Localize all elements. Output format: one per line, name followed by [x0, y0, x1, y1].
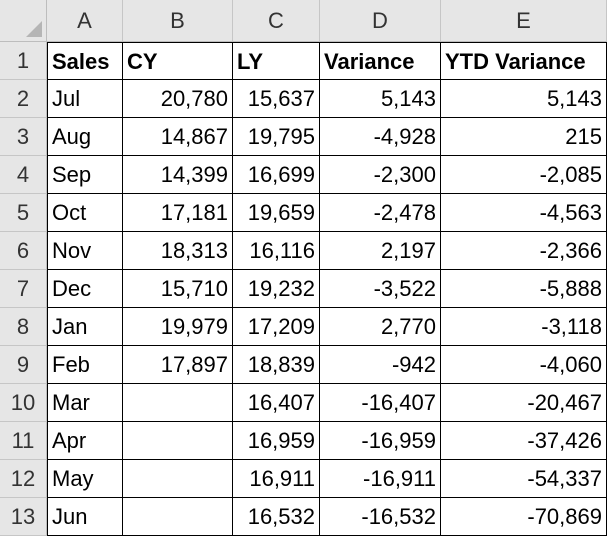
cell-cy[interactable]: 20,780: [123, 80, 233, 118]
cell-month[interactable]: Dec: [47, 270, 123, 308]
header-cell-sales[interactable]: Sales: [47, 42, 123, 80]
cell-variance[interactable]: -2,300: [320, 156, 441, 194]
row-header[interactable]: 10: [0, 384, 47, 422]
cell-month[interactable]: Jul: [47, 80, 123, 118]
cell-month[interactable]: Jun: [47, 498, 123, 536]
cell-variance[interactable]: 2,770: [320, 308, 441, 346]
row-header[interactable]: 13: [0, 498, 47, 536]
row-header[interactable]: 4: [0, 156, 47, 194]
cell-ytd-variance[interactable]: -3,118: [441, 308, 607, 346]
cell-ly[interactable]: 15,637: [233, 80, 320, 118]
row-header[interactable]: 7: [0, 270, 47, 308]
cell-ytd-variance[interactable]: 215: [441, 118, 607, 156]
select-all-button[interactable]: [0, 0, 47, 42]
cell-ly[interactable]: 16,532: [233, 498, 320, 536]
cell-ytd-variance[interactable]: 5,143: [441, 80, 607, 118]
row-header[interactable]: 12: [0, 460, 47, 498]
cell-ly[interactable]: 18,839: [233, 346, 320, 384]
header-cell-ly[interactable]: LY: [233, 42, 320, 80]
row-header[interactable]: 1: [0, 42, 47, 80]
cell-ytd-variance[interactable]: -54,337: [441, 460, 607, 498]
column-header-e[interactable]: E: [441, 0, 607, 42]
cell-ly[interactable]: 19,659: [233, 194, 320, 232]
row-header[interactable]: 5: [0, 194, 47, 232]
cell-cy[interactable]: [123, 498, 233, 536]
cell-cy[interactable]: 15,710: [123, 270, 233, 308]
cell-month[interactable]: Apr: [47, 422, 123, 460]
cell-ytd-variance[interactable]: -20,467: [441, 384, 607, 422]
cell-month[interactable]: Feb: [47, 346, 123, 384]
cell-ly[interactable]: 16,116: [233, 232, 320, 270]
cell-variance[interactable]: 2,197: [320, 232, 441, 270]
cell-variance[interactable]: -4,928: [320, 118, 441, 156]
cell-ytd-variance[interactable]: -5,888: [441, 270, 607, 308]
header-cell-variance[interactable]: Variance: [320, 42, 441, 80]
cell-ly[interactable]: 19,795: [233, 118, 320, 156]
cell-cy[interactable]: 17,181: [123, 194, 233, 232]
cell-variance[interactable]: 5,143: [320, 80, 441, 118]
row-header[interactable]: 8: [0, 308, 47, 346]
row-header[interactable]: 3: [0, 118, 47, 156]
cell-variance[interactable]: -2,478: [320, 194, 441, 232]
cell-variance[interactable]: -942: [320, 346, 441, 384]
cell-variance[interactable]: -16,407: [320, 384, 441, 422]
cell-ytd-variance[interactable]: -70,869: [441, 498, 607, 536]
cell-cy[interactable]: [123, 422, 233, 460]
cell-month[interactable]: Jan: [47, 308, 123, 346]
column-header-d[interactable]: D: [320, 0, 441, 42]
select-all-triangle-icon: [26, 21, 42, 37]
cell-variance[interactable]: -16,911: [320, 460, 441, 498]
cell-cy[interactable]: [123, 460, 233, 498]
cell-ytd-variance[interactable]: -2,366: [441, 232, 607, 270]
cell-ytd-variance[interactable]: -4,563: [441, 194, 607, 232]
cell-cy[interactable]: 19,979: [123, 308, 233, 346]
header-cell-cy[interactable]: CY: [123, 42, 233, 80]
cell-variance[interactable]: -16,532: [320, 498, 441, 536]
cell-month[interactable]: Mar: [47, 384, 123, 422]
cell-ytd-variance[interactable]: -4,060: [441, 346, 607, 384]
column-header-a[interactable]: A: [47, 0, 123, 42]
cell-cy[interactable]: 17,897: [123, 346, 233, 384]
column-header-c[interactable]: C: [233, 0, 320, 42]
cell-ly[interactable]: 16,699: [233, 156, 320, 194]
cell-cy[interactable]: 18,313: [123, 232, 233, 270]
header-cell-ytd-variance[interactable]: YTD Variance: [441, 42, 607, 80]
cell-variance[interactable]: -16,959: [320, 422, 441, 460]
cell-cy[interactable]: 14,399: [123, 156, 233, 194]
row-header[interactable]: 6: [0, 232, 47, 270]
cell-variance[interactable]: -3,522: [320, 270, 441, 308]
row-header[interactable]: 2: [0, 80, 47, 118]
cell-ly[interactable]: 19,232: [233, 270, 320, 308]
column-header-b[interactable]: B: [123, 0, 233, 42]
cell-ly[interactable]: 16,407: [233, 384, 320, 422]
cell-ytd-variance[interactable]: -37,426: [441, 422, 607, 460]
cell-ly[interactable]: 16,911: [233, 460, 320, 498]
cell-month[interactable]: Sep: [47, 156, 123, 194]
row-header[interactable]: 9: [0, 346, 47, 384]
cell-month[interactable]: May: [47, 460, 123, 498]
row-header[interactable]: 11: [0, 422, 47, 460]
cell-ly[interactable]: 17,209: [233, 308, 320, 346]
cell-ytd-variance[interactable]: -2,085: [441, 156, 607, 194]
cell-month[interactable]: Aug: [47, 118, 123, 156]
cell-month[interactable]: Oct: [47, 194, 123, 232]
cell-cy[interactable]: 14,867: [123, 118, 233, 156]
cell-cy[interactable]: [123, 384, 233, 422]
cell-ly[interactable]: 16,959: [233, 422, 320, 460]
cell-month[interactable]: Nov: [47, 232, 123, 270]
